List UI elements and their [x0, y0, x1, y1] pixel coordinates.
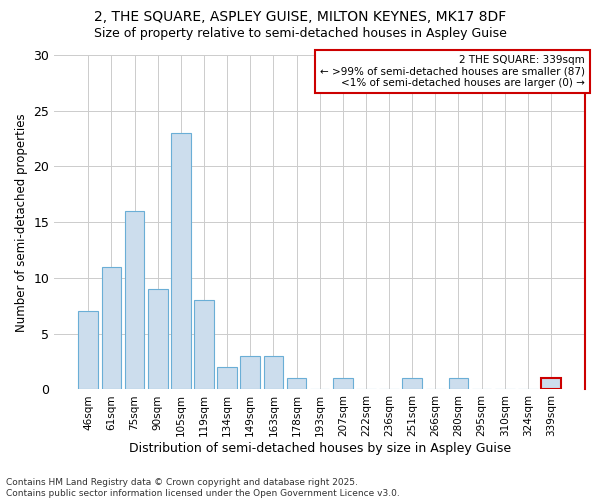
Text: Size of property relative to semi-detached houses in Aspley Guise: Size of property relative to semi-detach… [94, 28, 506, 40]
Bar [194, 300, 214, 390]
Bar [287, 378, 307, 390]
Bar [101, 267, 121, 390]
Bar [333, 378, 353, 390]
Bar [171, 133, 191, 390]
Bar [541, 378, 561, 390]
Bar [263, 356, 283, 390]
Bar [125, 211, 145, 390]
Y-axis label: Number of semi-detached properties: Number of semi-detached properties [15, 113, 28, 332]
Bar [241, 356, 260, 390]
Bar [148, 289, 167, 390]
Text: 2, THE SQUARE, ASPLEY GUISE, MILTON KEYNES, MK17 8DF: 2, THE SQUARE, ASPLEY GUISE, MILTON KEYN… [94, 10, 506, 24]
X-axis label: Distribution of semi-detached houses by size in Aspley Guise: Distribution of semi-detached houses by … [128, 442, 511, 455]
Bar [449, 378, 469, 390]
Text: Contains HM Land Registry data © Crown copyright and database right 2025.
Contai: Contains HM Land Registry data © Crown c… [6, 478, 400, 498]
Bar [217, 367, 237, 390]
Bar [403, 378, 422, 390]
Bar [79, 312, 98, 390]
Text: 2 THE SQUARE: 339sqm
← >99% of semi-detached houses are smaller (87)
<1% of semi: 2 THE SQUARE: 339sqm ← >99% of semi-deta… [320, 55, 585, 88]
